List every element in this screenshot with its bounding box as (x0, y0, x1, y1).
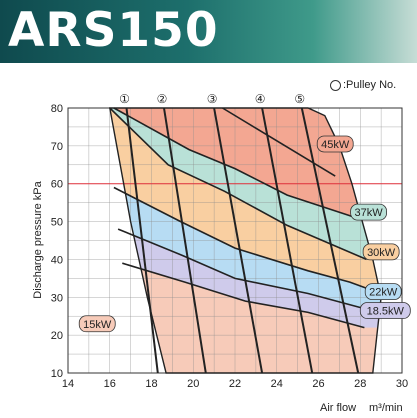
y-tick-label: 10 (51, 368, 63, 380)
y-tick-label: 70 (51, 141, 63, 153)
pulley-line-3 (213, 107, 264, 374)
power-label-37kW: 37kW (355, 207, 384, 219)
pulley-line-4 (261, 107, 314, 374)
y-tick-label: 60 (51, 179, 63, 191)
power-badge (78, 315, 116, 333)
x-tick-label: 20 (187, 378, 199, 390)
x-axis-unit: m³/min (369, 402, 403, 414)
pulley-number: ① (119, 92, 130, 106)
power-label-45kW: 45kW (321, 139, 350, 151)
y-tick-label: 50 (51, 217, 63, 229)
pulley-number: ② (157, 92, 168, 106)
y-tick-label: 40 (51, 254, 63, 266)
pulley-legend-text: :Pulley No. (343, 79, 397, 91)
chart-title: ARS150 (8, 3, 219, 58)
pulley-line-5 (300, 107, 360, 374)
power-label-18.5kW: 18.5kW (367, 306, 405, 318)
x-tick-label: 30 (396, 378, 408, 390)
x-tick-label: 24 (271, 378, 283, 390)
x-axis-label: Air flow (320, 402, 356, 414)
x-tick-label: 22 (229, 378, 241, 390)
power-curve-22kW (113, 186, 371, 291)
y-tick-label: 30 (51, 292, 63, 304)
title-banner: ARS150 (0, 0, 417, 63)
power-badge (364, 283, 402, 301)
y-axis-label: Discharge pressure kPa (32, 180, 44, 298)
x-tick-label: 16 (104, 378, 116, 390)
power-curve-45kW (222, 107, 336, 177)
x-tick-label: 18 (145, 378, 157, 390)
pulley-line-2 (163, 107, 207, 374)
pulley-line-1 (125, 107, 159, 374)
chart-lines (108, 107, 382, 374)
power-badge (316, 135, 354, 153)
pulley-number: ③ (207, 92, 218, 106)
power-label-22kW: 22kW (369, 287, 398, 299)
x-tick-label: 28 (354, 378, 366, 390)
circle-icon (330, 79, 341, 91)
power-badge (350, 203, 388, 221)
y-tick-label: 20 (51, 330, 63, 342)
power-label-15kW: 15kW (83, 319, 112, 331)
pulley-number: ④ (255, 92, 266, 106)
power-badge (362, 243, 400, 261)
y-tick-label: 80 (51, 103, 63, 115)
power-curve-15kW (122, 262, 365, 329)
power-curve-30kW (109, 107, 367, 261)
chart-labels: 14 16 18 20 22 24 26 28 30 10 20 30 40 50 60 70 80 ① ② ③ ④ ⑤ 4… (51, 92, 411, 390)
power-badge (359, 302, 411, 319)
x-tick-label: 14 (62, 378, 74, 390)
power-label-30kW: 30kW (367, 247, 396, 259)
power-curve-37kW (113, 107, 357, 219)
pulley-number: ⑤ (294, 92, 305, 106)
x-tick-label: 26 (312, 378, 324, 390)
pulley-legend: :Pulley No. (330, 79, 396, 91)
power-curve-18.5kW (117, 228, 365, 310)
